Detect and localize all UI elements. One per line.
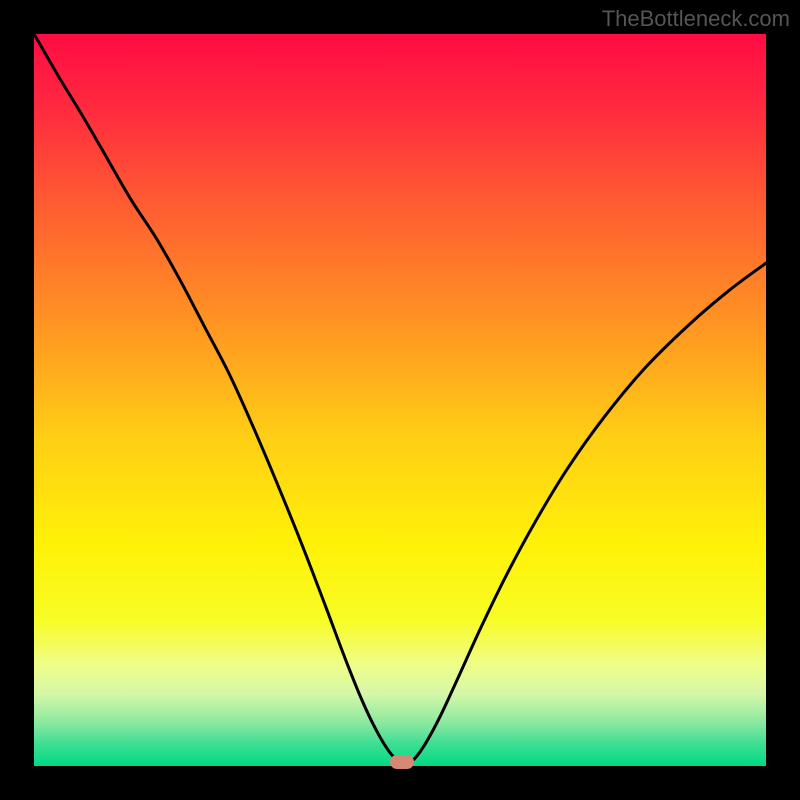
watermark-text: TheBottleneck.com bbox=[602, 6, 790, 32]
plot-area bbox=[34, 34, 766, 766]
bottleneck-curve bbox=[34, 34, 766, 766]
chart-container: TheBottleneck.com bbox=[0, 0, 800, 800]
optimum-marker bbox=[390, 755, 414, 769]
